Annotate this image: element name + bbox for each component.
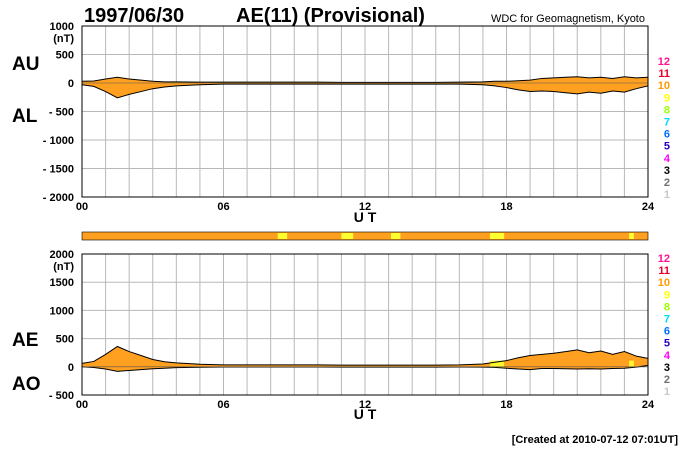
ao-label: AO [12,374,41,395]
y-tick-label: 1500 [50,277,74,289]
legend-count-label: 2 [664,177,670,189]
x-tick-label: 12 [359,399,371,411]
legend-count-label: 4 [664,153,671,165]
legend-count-label: 12 [658,56,670,68]
x-tick-label: 18 [500,399,512,411]
ae-ao-frame [81,253,649,396]
au-al-unit: (nT) [53,33,74,45]
legend-count-label: 8 [664,301,670,313]
area-fill [82,76,648,98]
coverage-bar-base [81,231,649,241]
coverage-highlight [489,233,505,239]
y-tick-label: 1000 [50,21,74,33]
y-tick-label: - 1000 [43,135,74,147]
legend-count-label: 3 [664,362,670,374]
header-date: 1997/06/30 [84,5,184,27]
coverage-highlight [277,233,288,239]
y-tick-label: 0 [68,362,74,374]
coverage-highlight [341,233,354,239]
legend-count-label: 5 [664,141,670,153]
station-coverage-bar [81,231,649,241]
y-tick-label: 500 [56,50,74,62]
au-al-grid [82,26,648,197]
footer-created: [Created at 2010-07-12 07:01UT] [512,434,679,446]
legend-count-label: 6 [664,129,670,141]
legend-count-label: 10 [658,277,670,289]
series-line-al [81,83,649,99]
x-tick-label: 24 [642,201,655,213]
au-al-frame [81,25,649,198]
x-tick-label: 00 [76,201,88,213]
x-tick-label: 24 [642,399,655,411]
area-highlight [489,360,505,368]
header-source: WDC for Geomagnetism, Kyoto [491,13,645,25]
y-tick-label: - 500 [49,390,74,402]
x-tick-label: 18 [500,201,512,213]
legend-count-label: 7 [664,314,670,326]
au-label: AU [12,54,39,75]
legend-count-label: 5 [664,338,670,350]
ae-ao-grid [82,254,648,395]
series-line-au [81,76,649,83]
ae-ao-xlabel: U T [354,406,377,422]
legend-count-label: 7 [664,117,670,129]
x-tick-label: 00 [76,399,88,411]
legend-count-label: 1 [664,386,670,398]
legend-count-label: 9 [664,289,670,301]
al-label: AL [12,106,38,127]
legend-count-label: 1 [664,189,670,201]
au-al-xlabel: U T [354,209,377,225]
legend-count-label: 6 [664,326,670,338]
y-tick-label: - 500 [49,107,74,119]
legend-count-label: 11 [658,68,670,80]
legend-count-label: 4 [664,350,671,362]
y-tick-label: - 1500 [43,164,74,176]
y-tick-label: 2000 [50,249,74,261]
legend-count-label: 12 [658,253,670,265]
legend-count-label: 8 [664,104,670,116]
legend-count-label: 10 [658,80,670,92]
area-highlight [629,360,634,368]
y-tick-label: 500 [56,334,74,346]
y-tick-label: - 2000 [43,192,74,204]
y-tick-label: 1000 [50,305,74,317]
header-title: AE(11) (Provisional) [236,5,425,27]
ae-ao-areas [81,345,649,372]
coverage-highlight [629,233,634,239]
coverage-highlight [390,233,401,239]
series-line-ae [81,345,649,366]
legend-count-label: 2 [664,374,670,386]
legend-count-label: 3 [664,165,670,177]
x-tick-label: 06 [217,201,229,213]
ae-ao-unit: (nT) [53,261,74,273]
ae-label: AE [12,330,38,351]
x-tick-label: 12 [359,201,371,213]
legend-count-label: 11 [658,265,670,277]
legend-count-label: 9 [664,92,670,104]
au-al-areas [81,76,649,99]
x-tick-label: 06 [217,399,229,411]
y-tick-label: 0 [68,78,74,90]
